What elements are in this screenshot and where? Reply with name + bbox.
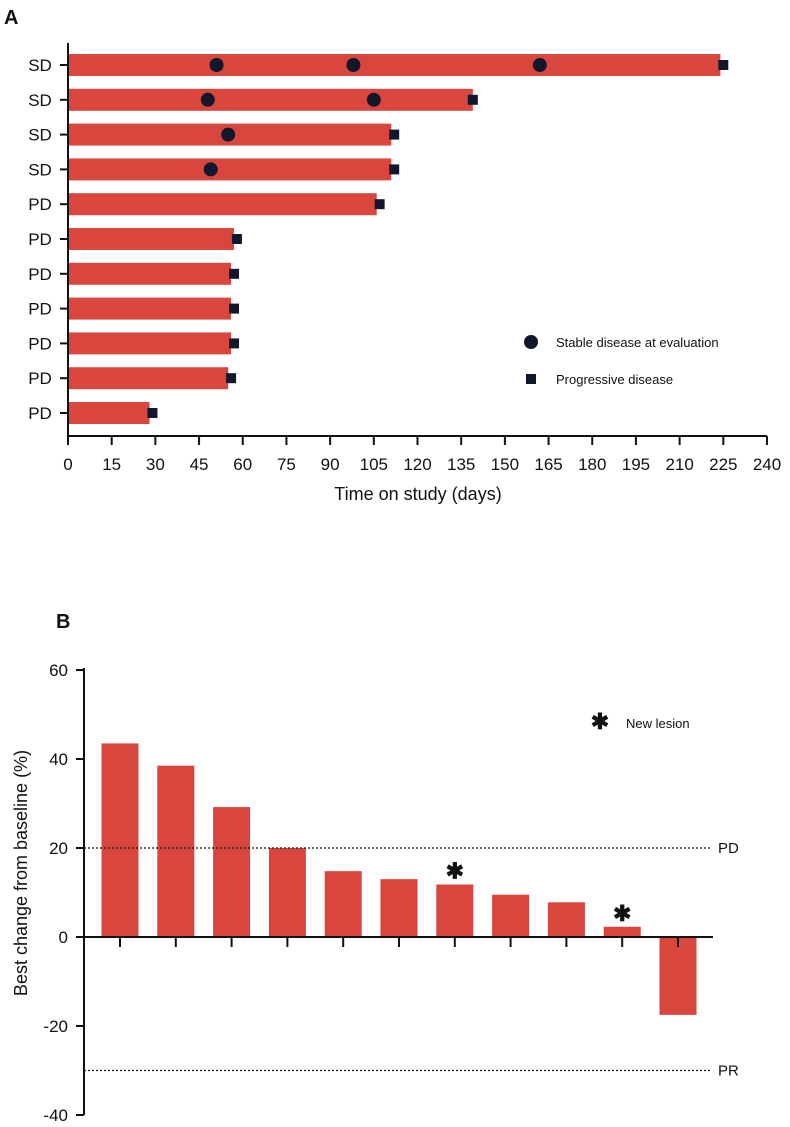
response-label: SD <box>28 91 52 110</box>
x-tick-label: 165 <box>534 455 562 474</box>
x-tick-label: 75 <box>277 455 296 474</box>
response-label: PD <box>28 300 52 319</box>
stable-disease-marker <box>346 58 361 72</box>
change-bar-9 <box>547 902 585 937</box>
panel-a-legend: Stable disease at evaluation Progressive… <box>524 335 719 387</box>
patient-bar-10 <box>68 367 229 390</box>
x-tick-label: 105 <box>360 455 388 474</box>
change-bar-4 <box>268 848 306 937</box>
stable-disease-marker <box>366 92 381 107</box>
x-tick-label: 30 <box>146 455 165 474</box>
x-tick-label: 225 <box>709 455 737 474</box>
change-bar-10 <box>603 926 641 937</box>
x-tick-label: 60 <box>233 455 252 474</box>
patient-bar-1 <box>68 54 721 76</box>
change-bar-1 <box>101 743 139 937</box>
reference-label-pd: PD <box>718 840 739 857</box>
y-tick-label: -40 <box>43 1106 68 1125</box>
panel-b-legend: ✱ New lesion <box>591 709 690 734</box>
panel-b: B PD PR -40 -20 0 20 40 60 ✱ ✱ Best change from… <box>11 611 739 1125</box>
stable-disease-marker <box>532 58 547 72</box>
x-tick-label: 240 <box>753 455 781 474</box>
panel-a-label: A <box>4 7 18 29</box>
progressive-disease-marker <box>231 234 242 244</box>
response-label: SD <box>28 160 52 179</box>
legend-label-stable-disease: Stable disease at evaluation <box>556 335 719 350</box>
change-bar-6 <box>380 879 418 937</box>
progressive-disease-marker <box>229 338 240 349</box>
x-tick-label: 90 <box>321 455 340 474</box>
response-label: PD <box>28 369 52 388</box>
legend-square-marker <box>526 374 536 384</box>
patient-bar-4 <box>68 158 392 181</box>
stable-disease-marker <box>209 58 224 72</box>
reference-label-pr: PR <box>718 1063 739 1080</box>
response-label: PD <box>28 265 52 284</box>
patient-bar-5 <box>68 193 377 216</box>
progressive-disease-marker <box>147 408 158 418</box>
new-lesion-marker: ✱ <box>446 858 464 883</box>
progressive-disease-marker <box>389 129 400 140</box>
x-tick-label: 0 <box>63 455 72 474</box>
x-tick-label: 45 <box>190 455 209 474</box>
legend-asterisk-marker: ✱ <box>591 709 609 734</box>
progressive-disease-marker <box>374 199 385 210</box>
progressive-disease-marker <box>229 268 240 279</box>
patient-bar-8 <box>68 297 232 320</box>
x-tick-label: 120 <box>403 455 431 474</box>
y-tick-label: 40 <box>49 750 68 769</box>
response-label: PD <box>28 195 52 214</box>
stable-disease-marker <box>221 127 236 142</box>
patient-bar-6 <box>68 228 235 250</box>
progressive-disease-marker <box>229 303 240 314</box>
legend-circle-marker <box>524 335 538 349</box>
panel-a: A SD SD SD SD PD PD PD PD PD PD PD 0 15 30 45 60 75 90 10… <box>4 7 781 504</box>
panel-a-x-axis-title: Time on study (days) <box>334 484 501 504</box>
patient-bar-7 <box>68 262 232 285</box>
progressive-disease-marker <box>467 94 478 105</box>
patient-bar-2 <box>68 88 473 111</box>
patient-bar-9 <box>68 332 232 355</box>
y-tick-label: 60 <box>49 661 68 680</box>
change-bar-2 <box>157 765 195 937</box>
progressive-disease-marker <box>718 60 729 70</box>
response-label: PD <box>28 334 52 353</box>
x-tick-label: 210 <box>665 455 693 474</box>
response-label: PD <box>28 230 52 249</box>
progressive-disease-marker <box>389 164 400 175</box>
x-tick-label: 180 <box>578 455 606 474</box>
patient-bar-11 <box>68 402 150 424</box>
x-tick-label: 135 <box>447 455 475 474</box>
legend-label-new-lesion: New lesion <box>626 716 690 731</box>
x-tick-label: 15 <box>102 455 121 474</box>
stable-disease-marker <box>200 92 215 107</box>
new-lesion-marker: ✱ <box>613 901 631 926</box>
y-tick-label: 20 <box>49 839 68 858</box>
legend-label-progressive-disease: Progressive disease <box>556 372 673 387</box>
change-bar-11 <box>659 937 697 1015</box>
change-bar-8 <box>492 894 530 937</box>
stable-disease-marker <box>203 162 218 177</box>
x-tick-label: 150 <box>491 455 519 474</box>
progressive-disease-marker <box>226 373 237 384</box>
y-tick-label: 0 <box>59 928 68 947</box>
change-bar-5 <box>324 871 362 937</box>
panel-b-label: B <box>56 611 70 633</box>
panel-b-y-axis-title: Best change from baseline (%) <box>11 750 31 996</box>
change-bar-7 <box>436 884 474 937</box>
y-tick-label: -20 <box>43 1017 68 1036</box>
response-label: SD <box>28 56 52 75</box>
response-label: SD <box>28 126 52 145</box>
change-bar-3 <box>213 807 251 937</box>
x-tick-label: 195 <box>622 455 650 474</box>
response-label: PD <box>28 404 52 423</box>
